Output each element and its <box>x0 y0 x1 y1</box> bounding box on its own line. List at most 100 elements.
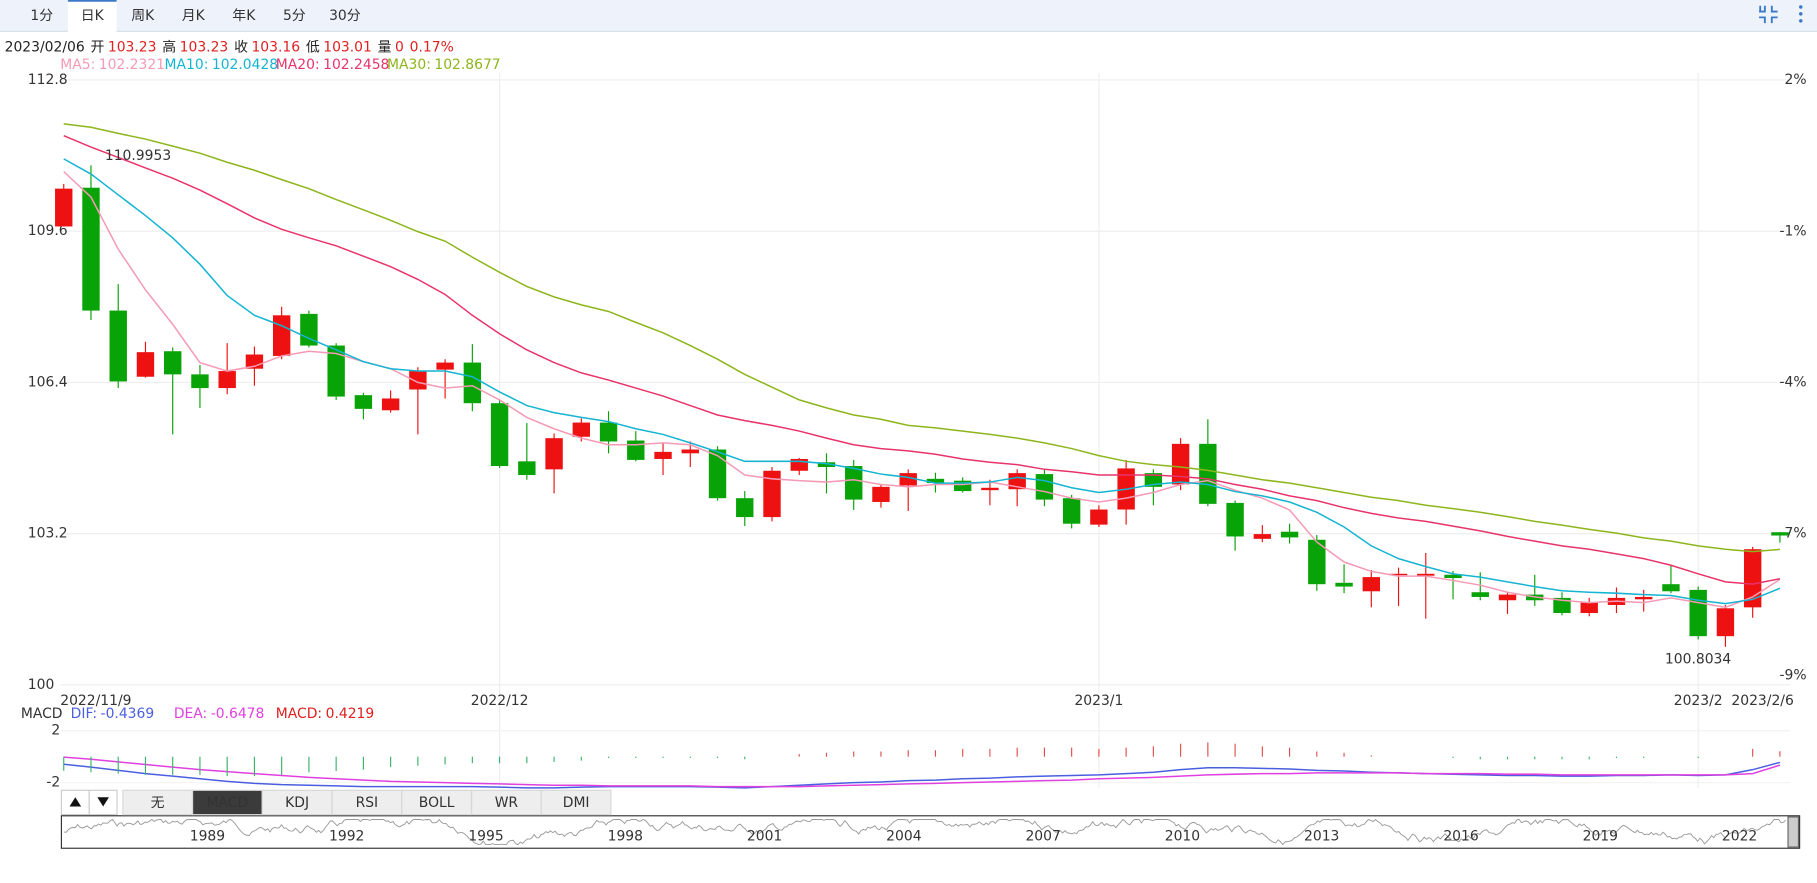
header-value: 103.23 <box>108 40 157 56</box>
candle-body <box>790 458 808 471</box>
active-tab-bg <box>67 0 117 33</box>
header-value: 103.16 <box>251 40 300 56</box>
candle-body <box>1335 582 1353 587</box>
indicator-tab-active[interactable] <box>192 789 263 816</box>
candle-body <box>1743 549 1762 608</box>
fullscreen-button[interactable] <box>1759 5 1778 24</box>
low-annotation: 100.8034 <box>1665 652 1731 668</box>
navigator-year: 2019 <box>1583 829 1618 845</box>
timeframe-tab[interactable]: 周K <box>131 8 155 24</box>
candle-body <box>545 438 563 470</box>
navigator-line <box>63 818 1787 846</box>
indicator-tab[interactable] <box>122 789 193 816</box>
header-value: 103.23 <box>180 40 229 56</box>
timeframe-tab[interactable]: 年K <box>232 8 256 24</box>
candle-body <box>926 478 945 484</box>
candle-body <box>82 187 100 311</box>
high-annotation: 110.9953 <box>105 148 171 164</box>
candle-body <box>872 486 890 502</box>
timeframe-tab[interactable]: 1分 <box>30 8 53 24</box>
header-change: 0.17% <box>410 40 454 56</box>
y2-tick-label: -4% <box>1780 374 1807 390</box>
candle-body <box>463 362 482 404</box>
candle-body <box>953 480 972 492</box>
candle-body <box>763 470 781 518</box>
ma-legend: MA10: 102.0428 <box>165 57 279 73</box>
legend-name: MACD: <box>276 706 322 722</box>
timeframe-tab[interactable]: 日K <box>81 8 105 24</box>
candle-body <box>736 498 754 518</box>
navigator-year: 1995 <box>468 829 503 845</box>
y-tick-label: 112.8 <box>28 72 68 88</box>
candle-body <box>1580 602 1598 614</box>
candle-body <box>681 449 699 454</box>
timeframe-tab[interactable]: 30分 <box>329 8 361 24</box>
more-button[interactable] <box>1799 5 1803 23</box>
navigator-year: 1989 <box>190 829 225 845</box>
legend-name: MA30: <box>387 57 431 73</box>
indicator-tab-label: WR <box>495 795 519 811</box>
navigator-frame <box>60 815 1801 849</box>
navigator-handle[interactable] <box>1787 816 1800 848</box>
candle-body <box>327 345 345 397</box>
x-tick-label: 2023/1 <box>1074 693 1123 709</box>
y2-tick-label: -7% <box>1780 525 1807 541</box>
legend-name: MA20: <box>276 57 320 73</box>
y-tick-label: 109.6 <box>28 223 68 239</box>
candle-body <box>436 362 454 370</box>
navigator-year: 1998 <box>608 829 643 845</box>
y-tick-label: 106.4 <box>28 374 68 390</box>
legend-value: 102.8677 <box>434 57 500 73</box>
y2-tick-label: 2% <box>1785 72 1807 88</box>
candle-body <box>981 487 999 491</box>
indicator-tab[interactable] <box>540 789 612 816</box>
legend-value: 102.0428 <box>212 57 278 73</box>
scroll-buttons <box>60 789 118 816</box>
candle-body <box>490 403 509 467</box>
candle-body <box>845 466 863 500</box>
candle-body <box>1171 443 1190 485</box>
candle-body <box>1090 509 1108 525</box>
candle-body <box>1389 573 1408 576</box>
navigator-year: 1992 <box>329 829 364 845</box>
indicator-tab[interactable] <box>471 789 542 816</box>
legend-value: -0.4369 <box>101 706 155 722</box>
candle-body <box>409 371 427 390</box>
candle-body <box>1417 573 1435 576</box>
legend-name: MA5: <box>60 57 95 73</box>
indicator-tab-label: DMI <box>563 795 590 811</box>
indicator-tab-label: 无 <box>151 795 165 811</box>
candle-body <box>1280 531 1299 538</box>
candle-body <box>1689 589 1707 637</box>
header-label: 高 <box>162 39 176 56</box>
y-tick-label: 100 <box>28 677 55 693</box>
header-value: 103.01 <box>323 40 372 56</box>
timeframe-tab[interactable]: 月K <box>182 8 206 24</box>
navigator-year: 2013 <box>1304 829 1339 845</box>
candle-body <box>1362 577 1380 592</box>
indicator-tab-label: RSI <box>356 795 379 811</box>
header-label: 开 <box>90 40 104 56</box>
ma-legend: MA30: 102.8677 <box>387 57 501 73</box>
legend-value: 0.4219 <box>326 706 375 722</box>
candle-body <box>354 395 373 409</box>
header-label: 低 <box>306 40 320 56</box>
ma-line <box>63 171 1781 609</box>
timeframe-tab[interactable]: 5分 <box>283 8 306 24</box>
candle-body <box>654 451 672 459</box>
indicator-tab[interactable] <box>401 789 472 816</box>
candle-body <box>272 315 291 356</box>
header-volume: 0 <box>395 40 404 56</box>
macd-legend: DIF: -0.4369 <box>71 706 154 722</box>
x-tick-label: 2023/2 <box>1674 693 1723 709</box>
y-tick-label: 103.2 <box>28 526 68 542</box>
navigator-year: 2004 <box>886 829 922 845</box>
x-tick-label: 2023/2/6 <box>1731 693 1793 709</box>
down-arrow <box>97 797 109 807</box>
candle-body <box>1471 592 1489 597</box>
macd-tick-label: -2 <box>46 775 60 791</box>
candle-body <box>599 422 618 442</box>
indicator-tab[interactable] <box>331 789 403 816</box>
candle-body <box>627 440 645 460</box>
